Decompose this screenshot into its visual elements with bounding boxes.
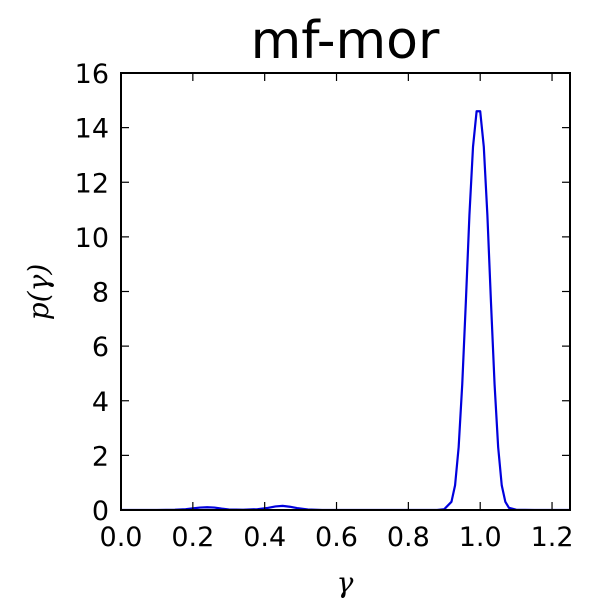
y-tick-label: 10 [75, 223, 109, 254]
x-tick-label: 0.8 [387, 522, 430, 553]
y-tick-label: 16 [75, 59, 109, 90]
x-tick-label: 0.4 [243, 522, 286, 553]
y-tick-label: 4 [92, 387, 109, 418]
y-axis-label: p(γ) [22, 264, 55, 321]
y-tick-label: 12 [75, 168, 109, 199]
chart-title: mf-mor [251, 11, 440, 71]
plot-area: 0.0 0.2 0.4 0.6 0.8 1.0 1.2 0 2 4 6 8 10 12 14 16 [75, 59, 574, 553]
x-tick-label: 0.0 [100, 522, 143, 553]
y-tick-label: 0 [92, 496, 109, 527]
x-tick-label: 1.0 [459, 522, 502, 553]
x-tick-label: 1.2 [531, 522, 574, 553]
plot-frame [120, 72, 571, 511]
x-tick-label: 0.2 [171, 522, 214, 553]
y-tick-label: 2 [92, 441, 109, 472]
series-line-1 [121, 110, 570, 510]
y-tick-label: 14 [75, 114, 109, 145]
y-tick-label: 6 [92, 332, 109, 363]
x-axis-label: γ [337, 566, 354, 599]
y-tick-label: 8 [92, 278, 109, 309]
x-tick-label: 0.6 [315, 522, 358, 553]
